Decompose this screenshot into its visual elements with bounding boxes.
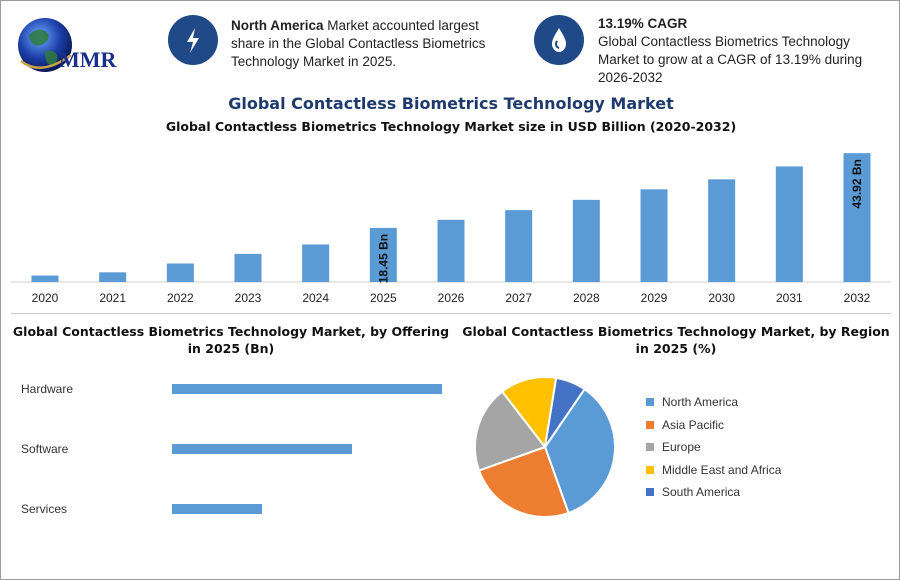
pie-slice-europe <box>474 390 547 472</box>
pie-slice-south-america <box>544 376 586 448</box>
tick-label-2024: 2024 <box>302 291 329 305</box>
tick-label-2021: 2021 <box>99 291 126 305</box>
info-left-icon-circle <box>168 15 218 65</box>
info-right-strong: 13.19% CAGR <box>598 16 688 31</box>
legend-item-north-america: North America <box>646 395 738 409</box>
globe-icon <box>18 18 72 72</box>
offering-section-title: Global Contactless Biometrics Technology… <box>12 324 450 356</box>
bar-2029 <box>640 189 668 282</box>
bar-2022 <box>166 263 194 282</box>
pie-slice-middle-east-and-africa <box>500 376 558 450</box>
region-pie-chart <box>474 376 616 518</box>
offering-bar-services <box>172 504 262 514</box>
drop-icon <box>552 28 566 52</box>
region-legend: North America Asia Pacific Europe Middle Ea… <box>646 395 886 505</box>
legend-label: South America <box>662 485 741 499</box>
info-right-text: 13.19% CAGR Global Contactless Biometric… <box>598 15 888 87</box>
info-left-strong: North America <box>231 18 324 33</box>
bar-2024 <box>302 244 330 282</box>
bar-2032 <box>843 153 871 282</box>
bar-2023 <box>234 253 262 282</box>
legend-swatch <box>646 465 654 474</box>
offering-label-services: Services <box>21 502 67 516</box>
legend-label: North America <box>662 395 739 409</box>
bar-2028 <box>572 199 600 282</box>
tick-label-2020: 2020 <box>32 291 59 305</box>
tick-label-2031: 2031 <box>776 291 803 305</box>
tick-label-2030: 2030 <box>708 291 735 305</box>
data-label-2032: 43.92 Bn <box>850 159 864 208</box>
bar-2021 <box>99 272 127 282</box>
region-section-title: Global Contactless Biometrics Technology… <box>462 324 890 356</box>
market-size-bar-chart: 2020 2021 2022 2023 2024 2025 18.45 Bn 2026 2027… <box>11 153 891 305</box>
offering-label-software: Software <box>21 442 69 456</box>
legend-label: Middle East and Africa <box>662 462 782 477</box>
bar-2030 <box>708 179 736 282</box>
tick-label-2023: 2023 <box>235 291 262 305</box>
pie-slice-north-america <box>543 387 616 515</box>
bar-2027 <box>505 210 533 282</box>
offering-label-hardware: Hardware <box>21 382 73 396</box>
info-right-icon-circle <box>534 15 584 65</box>
offering-bar-hardware <box>172 384 442 394</box>
legend-item-south-america: South America <box>646 485 740 499</box>
mmr-logo: MMR <box>15 13 140 83</box>
legend-swatch <box>646 398 654 406</box>
info-left-text: North America Market accounted largest s… <box>231 17 516 71</box>
tick-label-2032: 2032 <box>844 291 871 305</box>
tick-label-2028: 2028 <box>573 291 600 305</box>
tick-label-2022: 2022 <box>167 291 194 305</box>
section-divider <box>11 313 891 314</box>
legend-item-europe: Europe <box>646 440 701 454</box>
bar-2026 <box>437 219 465 282</box>
legend-label: Asia Pacific <box>662 417 725 432</box>
chart-subtitle: Global Contactless Biometrics Technology… <box>165 119 737 134</box>
tick-label-2025: 2025 <box>370 291 397 305</box>
tick-label-2027: 2027 <box>505 291 532 305</box>
page-title: Global Contactless Biometrics Technology… <box>228 94 674 113</box>
legend-item-middle-east-and-africa: Middle East and Africa <box>646 463 781 477</box>
legend-item-asia-pacific: Asia Pacific <box>646 418 724 432</box>
pie-slice-asia-pacific <box>477 445 570 518</box>
legend-swatch <box>646 420 654 429</box>
legend-swatch <box>646 443 654 451</box>
logo-text: MMR <box>59 47 117 72</box>
offering-bar-software <box>172 444 352 454</box>
bar-2020 <box>31 275 59 282</box>
tick-label-2026: 2026 <box>438 291 465 305</box>
bar-2025 <box>369 227 397 282</box>
lightning-icon <box>187 28 199 53</box>
bar-2031 <box>775 166 803 282</box>
info-left-body: Market accounted largest share in the Gl… <box>231 18 486 69</box>
legend-swatch <box>646 488 654 496</box>
data-label-2025: 18.45 Bn <box>376 234 390 283</box>
offering-bar-chart: Hardware Software Services <box>21 382 442 516</box>
info-right-body: Global Contactless Biometrics Technology… <box>598 34 863 85</box>
tick-label-2029: 2029 <box>641 291 668 305</box>
legend-label: Europe <box>662 440 701 454</box>
